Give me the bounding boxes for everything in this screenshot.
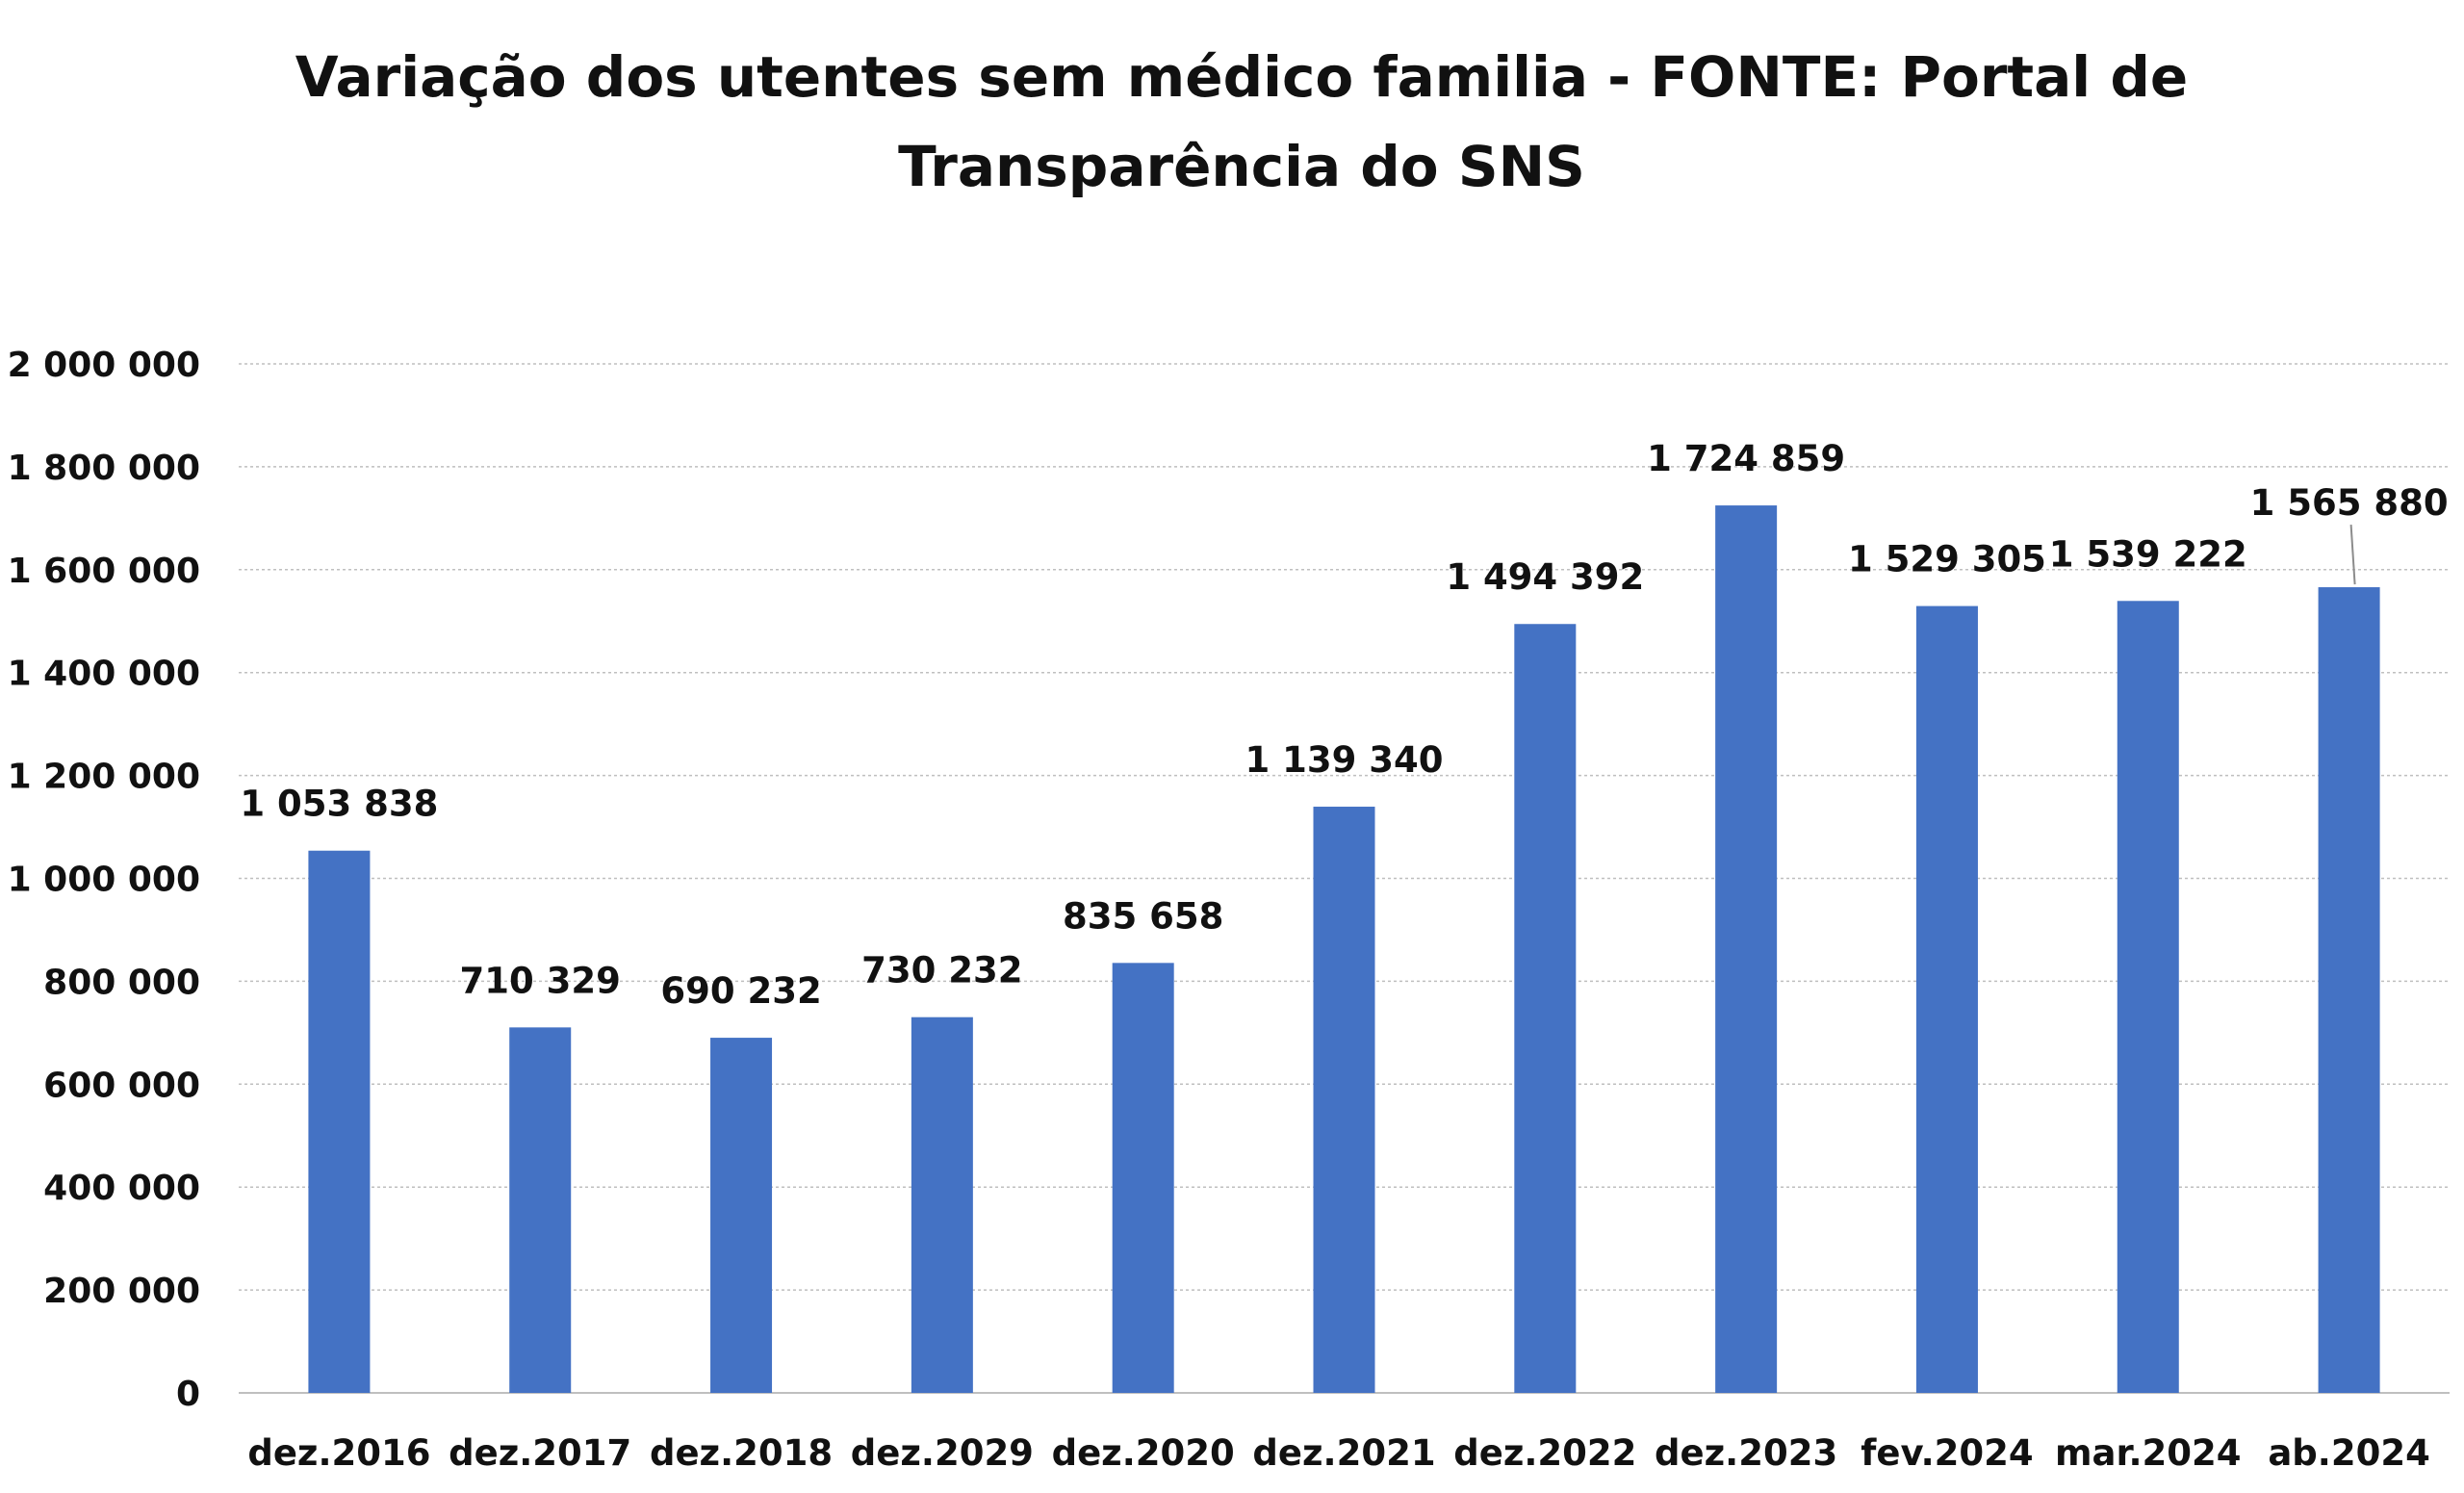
bar — [509, 1027, 572, 1393]
x-tick-label: fev.2024 — [1861, 1432, 2033, 1474]
data-label: 730 232 — [861, 950, 1022, 991]
x-tick-label: dez.2017 — [449, 1432, 631, 1474]
bar — [1915, 605, 1978, 1393]
data-label: 835 658 — [1063, 895, 1223, 937]
y-tick-label: 2 000 000 — [8, 346, 200, 385]
chart-title-line-1: Variação dos utentes sem médico familia … — [295, 44, 2188, 110]
bar — [1514, 624, 1577, 1393]
x-tick-label: dez.2022 — [1453, 1432, 1636, 1474]
data-labels: 1 053 838 710 329 690 232 730 232 835 658 1 1… — [240, 438, 2448, 1012]
y-tick-label: 0 — [176, 1375, 200, 1414]
data-label-leader-line — [2349, 524, 2356, 585]
data-label: 690 232 — [660, 970, 821, 1012]
y-tick-label: 200 000 — [43, 1272, 200, 1311]
x-tick-label: dez.2029 — [851, 1432, 1034, 1474]
bar — [1112, 963, 1174, 1393]
data-label: 1 565 880 — [2250, 482, 2449, 524]
bar — [2318, 587, 2380, 1393]
x-tick-label: dez.2016 — [247, 1432, 430, 1474]
chart-title: Variação dos utentes sem médico familia … — [295, 44, 2188, 199]
y-tick-label: 1 200 000 — [8, 758, 200, 797]
data-label: 710 329 — [460, 960, 621, 1001]
x-axis-tick-labels: dez.2016 dez.2017 dez.2018 dez.2029 dez.2020… — [247, 1432, 2430, 1474]
data-label: 1 724 859 — [1647, 438, 1845, 479]
data-label: 1 539 222 — [2049, 533, 2247, 575]
y-tick-label: 800 000 — [43, 963, 200, 1002]
y-tick-label: 600 000 — [43, 1066, 200, 1105]
y-axis-tick-labels: 0 200 000 400 000 600 000 800 000 1 000 000 1 … — [8, 346, 200, 1414]
y-tick-label: 1 800 000 — [8, 449, 200, 488]
y-tick-label: 1 000 000 — [8, 861, 200, 900]
bar — [2117, 601, 2179, 1393]
x-tick-label: dez.2023 — [1655, 1432, 1837, 1474]
y-tick-label: 1 600 000 — [8, 552, 200, 591]
data-label: 1 529 305 — [1848, 539, 2046, 580]
x-tick-label: dez.2020 — [1052, 1432, 1235, 1474]
x-tick-label: dez.2018 — [650, 1432, 833, 1474]
bars — [308, 505, 2380, 1393]
bar — [1715, 505, 1778, 1393]
x-tick-label: mar.2024 — [2055, 1432, 2242, 1474]
data-label: 1 139 340 — [1245, 739, 1444, 781]
bar — [710, 1038, 773, 1393]
chart-title-line-2: Transparência do SNS — [898, 134, 1585, 199]
bar — [911, 1017, 973, 1393]
x-tick-label: ab.2024 — [2268, 1432, 2430, 1474]
data-label: 1 053 838 — [240, 784, 438, 825]
bar — [1313, 807, 1375, 1393]
x-tick-label: dez.2021 — [1252, 1432, 1435, 1474]
bar — [308, 850, 371, 1393]
y-tick-label: 1 400 000 — [8, 655, 200, 694]
y-tick-label: 400 000 — [43, 1169, 200, 1208]
data-label: 1 494 392 — [1446, 556, 1644, 598]
